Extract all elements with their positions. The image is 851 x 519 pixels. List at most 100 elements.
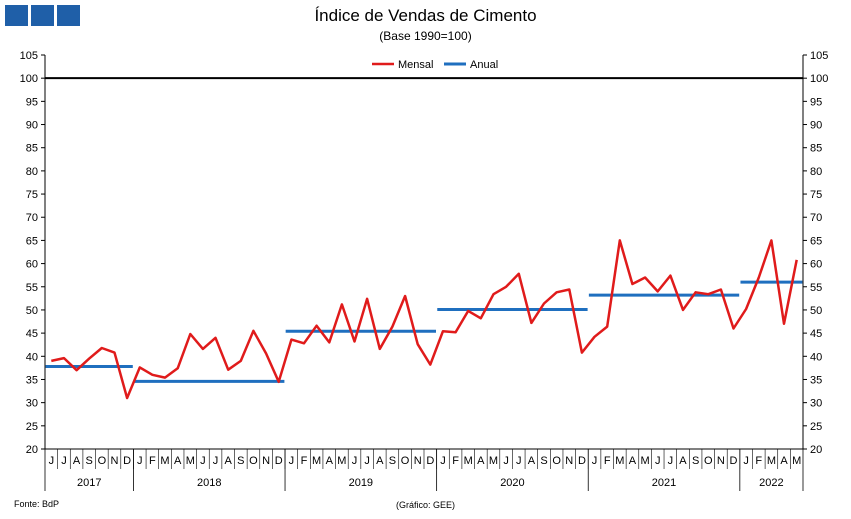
month-label: O [98, 455, 107, 467]
month-label: M [312, 455, 321, 467]
y-tick-label-right: 60 [810, 259, 822, 271]
y-tick-label-left: 80 [26, 166, 38, 178]
y-tick-label-left: 50 [26, 305, 38, 317]
chart-subtitle: (Base 1990=100) [379, 29, 472, 43]
mensal-line [51, 239, 798, 400]
y-tick-label-left: 55 [26, 282, 38, 294]
y-tick-label-right: 95 [810, 96, 822, 108]
month-label: J [137, 455, 143, 467]
y-tick-label-right: 90 [810, 120, 822, 132]
y-tick-label-right: 30 [810, 398, 822, 410]
y-tick-label-left: 60 [26, 259, 38, 271]
month-label: J [213, 455, 219, 467]
y-tick-label-right: 50 [810, 305, 822, 317]
y-tick-label-left: 70 [26, 212, 38, 224]
month-label: D [123, 455, 131, 467]
month-label: S [389, 455, 396, 467]
month-label: N [414, 455, 422, 467]
month-label: J [364, 455, 370, 467]
month-label: F [301, 455, 308, 467]
y-tick-label-right: 45 [810, 328, 822, 340]
month-label: A [528, 455, 536, 467]
month-label: J [440, 455, 446, 467]
month-label: A [174, 455, 182, 467]
year-label: 2021 [652, 477, 676, 489]
y-tick-label-left: 90 [26, 120, 38, 132]
month-label: D [730, 455, 738, 467]
month-label: N [262, 455, 270, 467]
chart-title: Índice de Vendas de Cimento [314, 6, 537, 25]
month-label: A [225, 455, 233, 467]
legend-label-mensal: Mensal [398, 59, 433, 71]
month-label: N [565, 455, 573, 467]
y-tick-label-right: 80 [810, 166, 822, 178]
month-label: O [704, 455, 713, 467]
y-tick-label-left: 35 [26, 374, 38, 386]
month-label: N [111, 455, 119, 467]
year-label: 2022 [759, 477, 783, 489]
y-tick-label-right: 40 [810, 351, 822, 363]
month-label: F [452, 455, 459, 467]
y-tick-label-right: 25 [810, 421, 822, 433]
month-label: S [237, 455, 244, 467]
month-label: A [477, 455, 485, 467]
month-label: M [160, 455, 169, 467]
month-label: M [792, 455, 801, 467]
year-label: 2018 [197, 477, 221, 489]
source-note: Fonte: BdP [14, 499, 60, 509]
month-label: D [426, 455, 434, 467]
y-tick-label-right: 75 [810, 189, 822, 201]
logo [5, 5, 80, 26]
year-label: 2019 [349, 477, 373, 489]
month-label: O [249, 455, 258, 467]
logo-square [31, 5, 54, 26]
year-label: 2020 [500, 477, 524, 489]
month-label: F [755, 455, 762, 467]
y-tick-label-left: 95 [26, 96, 38, 108]
month-label: F [604, 455, 611, 467]
y-tick-label-left: 100 [20, 73, 38, 85]
month-label: D [578, 455, 586, 467]
y-tick-label-right: 100 [810, 73, 828, 85]
month-label: J [289, 455, 295, 467]
year-label: 2017 [77, 477, 101, 489]
month-label: M [767, 455, 776, 467]
month-label: J [61, 455, 67, 467]
month-label: J [503, 455, 509, 467]
month-label: O [552, 455, 561, 467]
month-label: S [86, 455, 93, 467]
y-tick-label-left: 105 [20, 50, 38, 62]
y-tick-label-left: 40 [26, 351, 38, 363]
month-label: M [489, 455, 498, 467]
credit-note: (Gráfico: GEE) [395, 500, 455, 510]
month-label: J [49, 455, 55, 467]
y-tick-label-right: 20 [810, 444, 822, 456]
month-label: M [615, 455, 624, 467]
month-label: O [401, 455, 410, 467]
y-tick-label-left: 75 [26, 189, 38, 201]
y-tick-label-right: 70 [810, 212, 822, 224]
month-label: A [73, 455, 81, 467]
y-tick-label-right: 55 [810, 282, 822, 294]
month-label: A [376, 455, 384, 467]
y-tick-label-left: 30 [26, 398, 38, 410]
month-label: S [692, 455, 699, 467]
month-label: N [717, 455, 725, 467]
month-label: M [337, 455, 346, 467]
month-label: J [516, 455, 522, 467]
month-label: S [540, 455, 547, 467]
month-label: D [275, 455, 283, 467]
month-label: F [149, 455, 156, 467]
month-label: M [640, 455, 649, 467]
y-tick-label-left: 25 [26, 421, 38, 433]
month-label: M [186, 455, 195, 467]
month-label: J [655, 455, 661, 467]
y-tick-label-left: 20 [26, 444, 38, 456]
month-label: J [200, 455, 206, 467]
y-tick-label-right: 35 [810, 374, 822, 386]
month-label: A [326, 455, 334, 467]
y-tick-label-left: 65 [26, 235, 38, 247]
month-label: J [743, 455, 749, 467]
y-tick-label-right: 65 [810, 235, 822, 247]
